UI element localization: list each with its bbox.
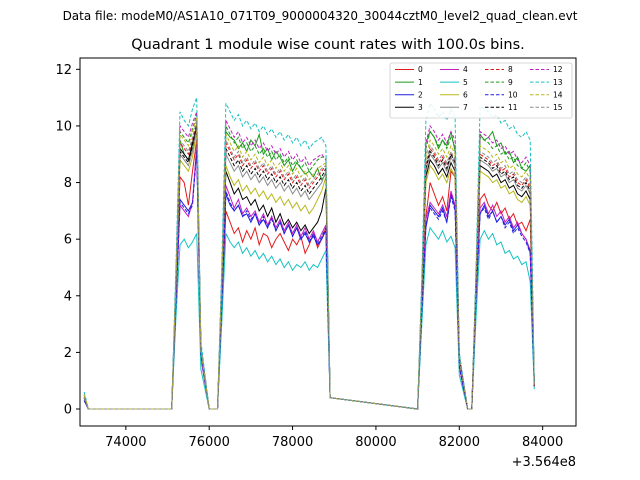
y-tick-label: 12	[55, 63, 72, 78]
x-offset-label: +3.564e8	[512, 455, 576, 470]
series-line-15	[83, 120, 535, 410]
legend-label-14: 14	[553, 90, 563, 99]
legend-frame	[389, 62, 573, 119]
y-tick-label: 10	[55, 119, 72, 134]
y-tick-label: 0	[64, 403, 72, 418]
x-tick-label: 74000	[105, 435, 146, 450]
x-axis: 74000 76000 78000 80000 82000 84000	[105, 426, 563, 450]
legend-label-7: 7	[463, 103, 468, 112]
x-tick-label: 76000	[189, 435, 230, 450]
legend-label-5: 5	[463, 78, 468, 87]
x-tick-label: 80000	[355, 435, 396, 450]
legend-label-11: 11	[508, 103, 518, 112]
legend-label-0: 0	[418, 65, 423, 74]
y-axis: 0 2 4 6 8 10 12	[55, 63, 80, 418]
legend-label-6: 6	[463, 90, 468, 99]
legend-label-9: 9	[508, 78, 513, 87]
x-tick-label: 78000	[272, 435, 313, 450]
suptitle: Data file: modeM0/AS1A10_071T09_90000043…	[63, 9, 578, 23]
x-tick-label: 82000	[439, 435, 480, 450]
legend-label-4: 4	[463, 65, 468, 74]
y-tick-label: 2	[64, 346, 72, 361]
legend-label-3: 3	[418, 103, 423, 112]
legend-label-10: 10	[508, 90, 518, 99]
legend-label-2: 2	[418, 90, 423, 99]
legend-label-12: 12	[553, 65, 563, 74]
legend-label-1: 1	[418, 78, 423, 87]
series-line-8	[83, 120, 535, 410]
legend-label-13: 13	[553, 78, 563, 87]
axes-frame	[79, 57, 577, 427]
y-tick-label: 6	[64, 233, 72, 248]
series-line-14	[83, 117, 535, 410]
x-tick-label: 84000	[522, 435, 563, 450]
legend-label-15: 15	[553, 103, 563, 112]
chart-title: Quadrant 1 module wise count rates with …	[131, 37, 525, 53]
y-tick-label: 8	[64, 176, 72, 191]
y-tick-label: 4	[64, 289, 72, 304]
legend-label-8: 8	[508, 65, 513, 74]
